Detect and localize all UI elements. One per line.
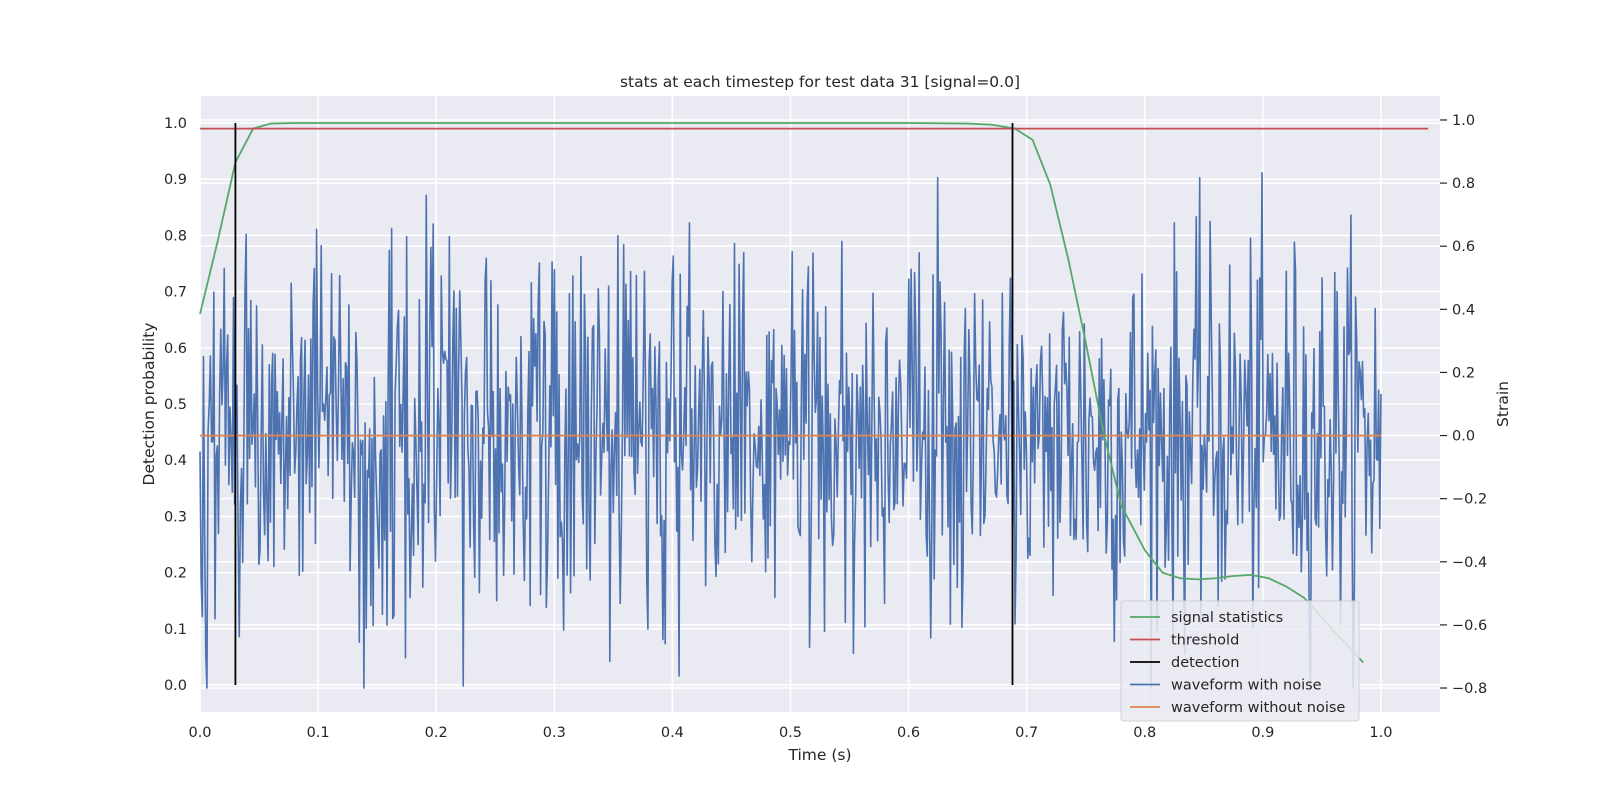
y2-tick-label: 0.6	[1452, 239, 1475, 255]
legend-label: threshold	[1171, 633, 1239, 649]
legend-label: detection	[1171, 655, 1239, 671]
x-tick-label: 0.4	[661, 725, 684, 741]
legend-label: signal statistics	[1171, 610, 1283, 626]
x-tick-label: 0.8	[1133, 725, 1156, 741]
y-tick-label: 0.3	[164, 509, 187, 525]
y-tick-label: 0.9	[164, 172, 187, 188]
x-tick-label: 0.7	[1015, 725, 1038, 741]
x-axis-label: Time (s)	[787, 746, 851, 764]
y2-tick-label: 1.0	[1452, 113, 1475, 129]
x-tick-label: 0.0	[188, 725, 211, 741]
x-tick-label: 0.2	[425, 725, 448, 741]
y2-tick-label: −0.2	[1452, 492, 1487, 508]
y-tick-label: 0.8	[164, 228, 187, 244]
y-tick-label: 0.1	[164, 622, 187, 638]
chart-title: stats at each timestep for test data 31 …	[620, 73, 1020, 91]
y2-tick-label: 0.4	[1452, 302, 1475, 318]
y2-tick-label: −0.6	[1452, 618, 1487, 634]
y2-tick-label: 0.8	[1452, 176, 1475, 192]
signal-statistics-line	[199, 122, 1364, 664]
x-tick-label: 1.0	[1369, 725, 1392, 741]
x-tick-label: 0.1	[307, 725, 330, 741]
y-tick-label: 1.0	[164, 116, 187, 132]
y-tick-label: 0.0	[164, 678, 187, 694]
legend-label: waveform with noise	[1171, 678, 1322, 694]
y2-tick-label: −0.4	[1452, 555, 1487, 571]
x-tick-label: 0.9	[1251, 725, 1274, 741]
axes: 0.0 0.1 0.2 0.3 0.4 0.5 0.6 0.7 0.8 0.9 1.0 0.0 0.1 0…	[164, 113, 1487, 741]
y2-tick-label: 0.2	[1452, 365, 1475, 381]
legend-box	[1120, 600, 1360, 722]
y-tick-label: 0.6	[164, 341, 187, 357]
series-layer	[199, 122, 1429, 689]
waveform-with-noise-line	[199, 172, 1382, 689]
x-tick-label: 0.5	[779, 725, 802, 741]
y2-tick-label: 0.0	[1452, 429, 1475, 445]
y-tick-label: 0.5	[164, 397, 187, 413]
y-tick-label: 0.7	[164, 285, 187, 301]
y-tick-label: 0.2	[164, 566, 187, 582]
legend: signal statistics threshold detection wavef…	[1120, 600, 1360, 722]
y-tick-label: 0.4	[164, 453, 187, 469]
x-tick-label: 0.3	[543, 725, 566, 741]
y2-axis-label: Strain	[1494, 381, 1512, 427]
legend-label: waveform without noise	[1171, 700, 1345, 716]
y-axis-label: Detection probability	[140, 323, 158, 486]
y2-tick-label: −0.8	[1452, 681, 1487, 697]
x-tick-label: 0.6	[897, 725, 920, 741]
